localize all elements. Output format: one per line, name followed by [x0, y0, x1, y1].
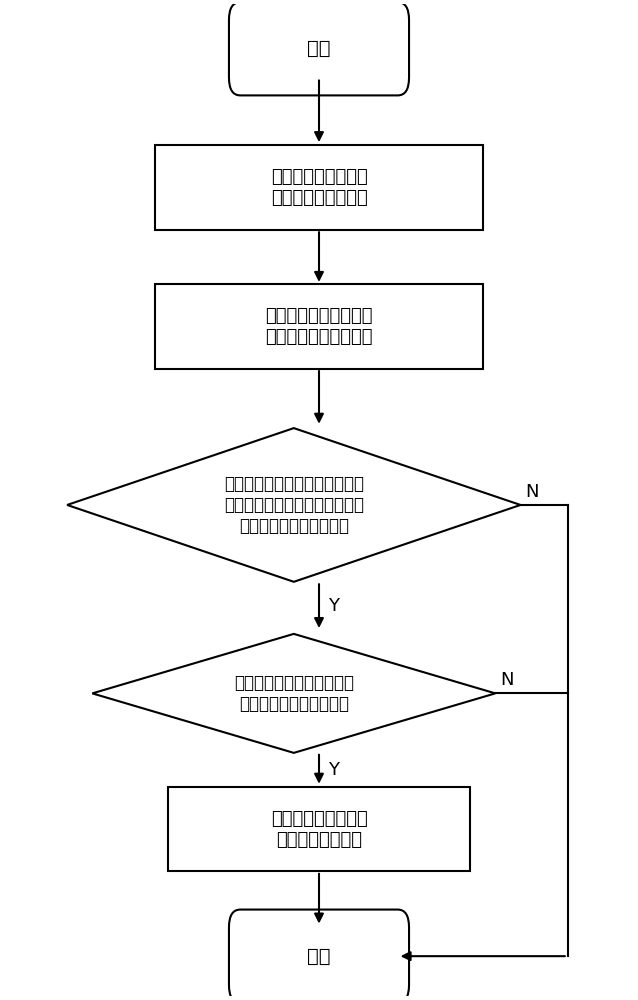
- Text: 当前节点所接触的节点到目的节
点传输概率值是否大于当前节点
到目的节点的传输概率值: 当前节点所接触的节点到目的节 点传输概率值是否大于当前节点 到目的节点的传输概率…: [224, 475, 364, 535]
- Polygon shape: [67, 428, 521, 582]
- Text: 结束: 结束: [308, 947, 330, 966]
- Text: Y: Y: [329, 761, 339, 779]
- FancyBboxPatch shape: [229, 910, 409, 1000]
- Polygon shape: [93, 634, 495, 753]
- Text: 当两个节点接触的时
候，交换路由信息表: 当两个节点接触的时 候，交换路由信息表: [271, 168, 367, 207]
- Text: 有限的接触时间、带宽、电
量是否能成功传输数据包: 有限的接触时间、带宽、电 量是否能成功传输数据包: [234, 674, 354, 713]
- Bar: [155, 284, 483, 369]
- Text: Y: Y: [329, 597, 339, 615]
- Text: N: N: [500, 671, 514, 689]
- FancyBboxPatch shape: [229, 2, 409, 95]
- Bar: [168, 787, 470, 871]
- Bar: [155, 145, 483, 230]
- Text: 开始: 开始: [308, 39, 330, 58]
- Text: 将数据包从当前节点
传输给接触的节点: 将数据包从当前节点 传输给接触的节点: [271, 810, 367, 849]
- Text: N: N: [526, 483, 539, 501]
- Text: 根据节点中路由信息表
的信息更新传输概率值: 根据节点中路由信息表 的信息更新传输概率值: [265, 307, 373, 346]
